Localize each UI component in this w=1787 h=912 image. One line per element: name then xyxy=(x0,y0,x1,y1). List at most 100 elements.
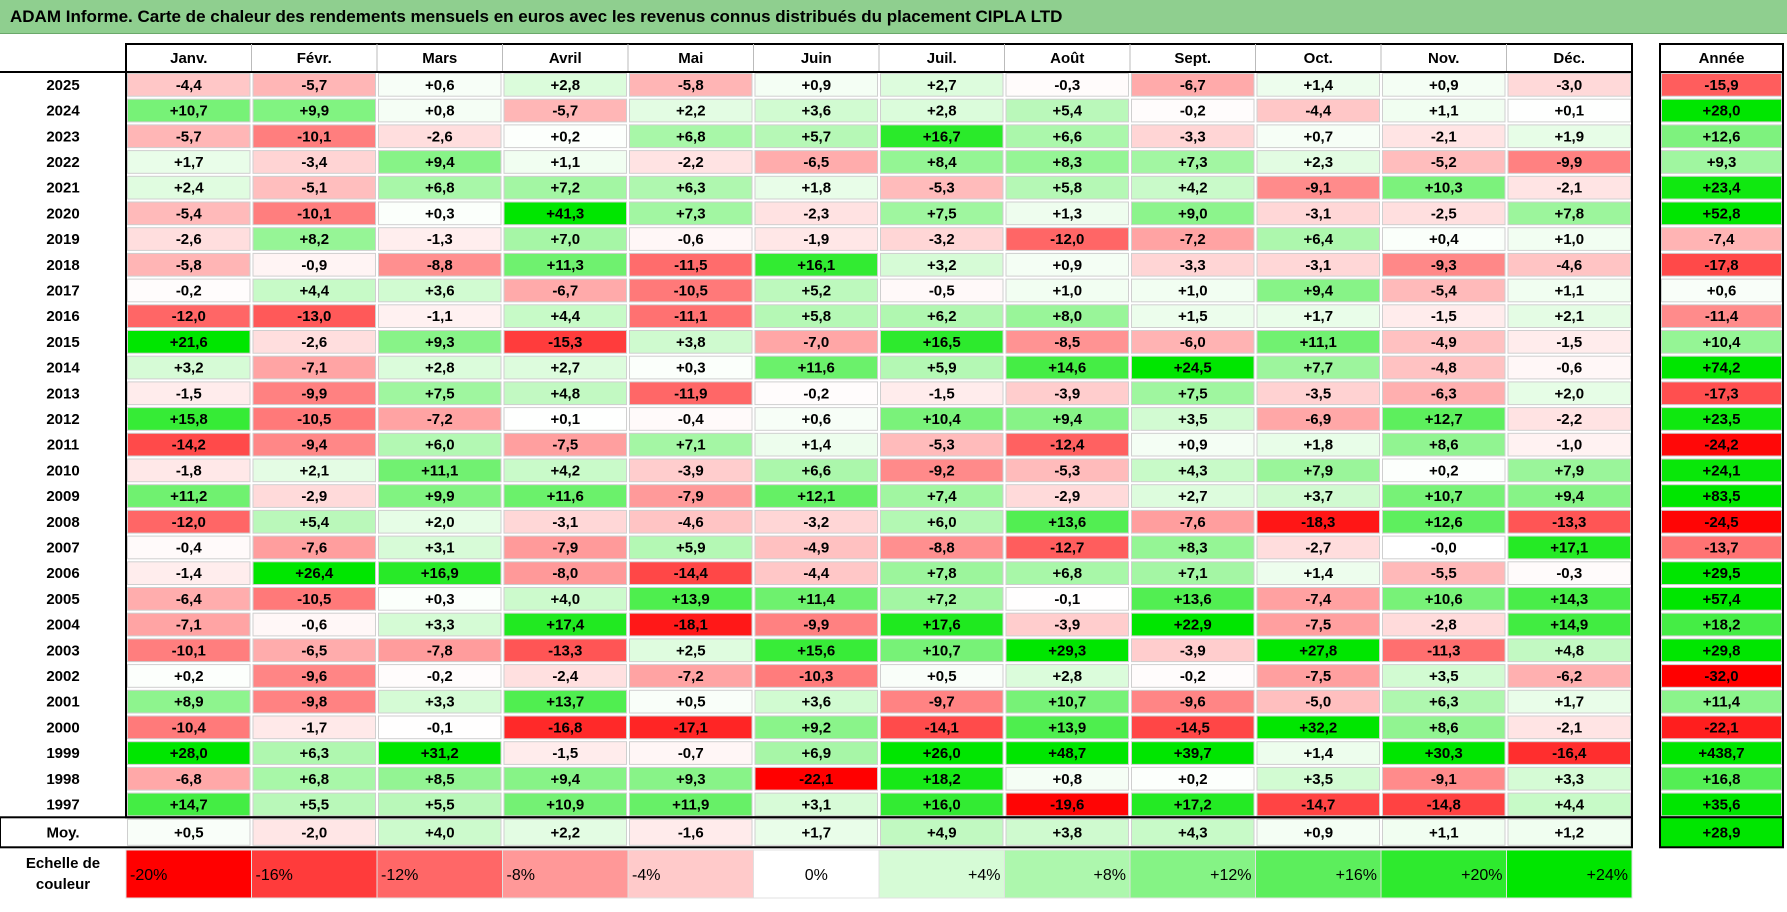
heatmap-cell xyxy=(754,689,878,714)
cell-value: -3,2 xyxy=(803,514,829,531)
average-value: +1,7 xyxy=(801,824,831,841)
cell-value: -2,9 xyxy=(1054,488,1080,505)
cell-value: -3,4 xyxy=(301,154,328,171)
heatmap-cell xyxy=(629,252,753,277)
annual-value: +29,5 xyxy=(1703,565,1741,582)
heatmap-cell xyxy=(1507,150,1631,174)
annual-value: +10,4 xyxy=(1703,334,1742,351)
heatmap-cell xyxy=(127,638,251,663)
cell-value: -6,7 xyxy=(552,282,578,299)
heatmap-cell xyxy=(1382,150,1506,174)
heatmap-cell xyxy=(378,73,502,97)
heatmap-cell xyxy=(252,432,376,457)
heatmap-cell xyxy=(629,458,753,483)
cell-value: +7,8 xyxy=(1554,205,1584,222)
heatmap-cell xyxy=(629,484,753,508)
heatmap-cell xyxy=(503,252,627,277)
cell-value: +3,1 xyxy=(801,796,831,813)
heatmap-cell xyxy=(127,766,251,791)
cell-value: -18,3 xyxy=(1301,514,1335,531)
cell-value: +7,1 xyxy=(1178,565,1208,582)
cell-value: -7,1 xyxy=(301,360,327,377)
annual-cell xyxy=(1661,715,1782,740)
year-label: 2007 xyxy=(46,539,79,556)
heatmap-cell xyxy=(503,432,627,457)
cell-value: +10,7 xyxy=(1425,488,1463,505)
heatmap-cell xyxy=(1256,330,1380,354)
cell-value: -14,2 xyxy=(172,437,206,454)
heatmap-cell xyxy=(1507,766,1631,791)
cell-value: +11,4 xyxy=(798,591,836,608)
cell-value: -9,4 xyxy=(301,437,328,454)
cell-value: +9,4 xyxy=(1303,282,1333,299)
cell-value: +1,4 xyxy=(1303,77,1333,94)
heatmap-cell xyxy=(1005,150,1129,174)
cell-value: -4,8 xyxy=(1431,360,1457,377)
heatmap-cell xyxy=(1507,741,1631,765)
cell-value: +5,8 xyxy=(1052,180,1082,197)
cell-value: +3,5 xyxy=(1429,668,1459,685)
heatmap-cell xyxy=(378,432,502,457)
heatmap-cell xyxy=(252,355,376,380)
month-header-11: Nov. xyxy=(1428,50,1459,67)
cell-value: -0,3 xyxy=(1556,565,1582,582)
cell-value: -5,1 xyxy=(301,180,327,197)
heatmap-cell xyxy=(252,535,376,560)
cell-value: -6,0 xyxy=(1180,334,1206,351)
heatmap-cell xyxy=(378,201,502,226)
cell-value: +1,4 xyxy=(1303,565,1333,582)
cell-value: +0,7 xyxy=(1303,128,1333,145)
heatmap-cell xyxy=(754,612,878,637)
heatmap-cell xyxy=(1256,73,1380,97)
cell-value: +9,0 xyxy=(1178,205,1208,222)
heatmap-cell xyxy=(378,509,502,534)
cell-value: +28,0 xyxy=(170,745,208,762)
heatmap-cell xyxy=(1382,664,1506,688)
cell-value: +7,2 xyxy=(927,591,957,608)
heatmap-cell xyxy=(378,278,502,303)
heatmap-cell xyxy=(1005,432,1129,457)
annual-value: +24,1 xyxy=(1703,462,1741,479)
cell-value: -5,4 xyxy=(176,205,203,222)
scale-swatch xyxy=(251,849,378,899)
heatmap-cell xyxy=(1507,124,1631,149)
cell-value: +2,7 xyxy=(550,360,580,377)
cell-value: -7,9 xyxy=(678,488,704,505)
year-label: 1999 xyxy=(46,745,79,762)
cell-value: +11,6 xyxy=(798,360,835,377)
cell-value: -0,2 xyxy=(427,668,453,685)
heatmap-cell xyxy=(754,766,878,791)
heatmap-cell xyxy=(754,535,878,560)
scale-label: -16% xyxy=(256,867,293,884)
heatmap-cell xyxy=(378,124,502,149)
heatmap-cell xyxy=(1005,175,1129,200)
cell-value: -5,7 xyxy=(176,128,202,145)
heatmap-cell xyxy=(1131,73,1255,97)
heatmap-cell xyxy=(1507,252,1631,277)
heatmap-cell xyxy=(127,278,251,303)
cell-value: -7,4 xyxy=(1305,591,1332,608)
cell-value: +1,1 xyxy=(1429,103,1459,120)
heatmap-cell xyxy=(378,227,502,251)
year-label: 2009 xyxy=(46,488,79,505)
annual-value: +83,5 xyxy=(1703,488,1741,505)
cell-value: +10,4 xyxy=(923,411,962,428)
cell-value: -19,6 xyxy=(1050,796,1084,813)
annual-cell xyxy=(1661,689,1782,714)
heatmap-cell xyxy=(629,73,753,97)
heatmap-cell xyxy=(880,381,1004,406)
heatmap-cell xyxy=(1256,535,1380,560)
cell-value: -11,3 xyxy=(1427,642,1460,659)
cell-value: +26,4 xyxy=(295,565,334,582)
heatmap-cell xyxy=(378,458,502,483)
heatmap-cell xyxy=(880,741,1004,765)
heatmap-cell xyxy=(127,458,251,483)
heatmap-cell xyxy=(754,175,878,200)
heatmap-cell xyxy=(1131,355,1255,380)
cell-value: -9,9 xyxy=(1556,154,1582,171)
annual-cell xyxy=(1661,73,1782,97)
cell-value: +7,7 xyxy=(1303,360,1333,377)
cell-value: -3,3 xyxy=(1180,257,1206,274)
cell-value: +17,2 xyxy=(1174,796,1212,813)
annual-value: +0,6 xyxy=(1707,282,1737,299)
